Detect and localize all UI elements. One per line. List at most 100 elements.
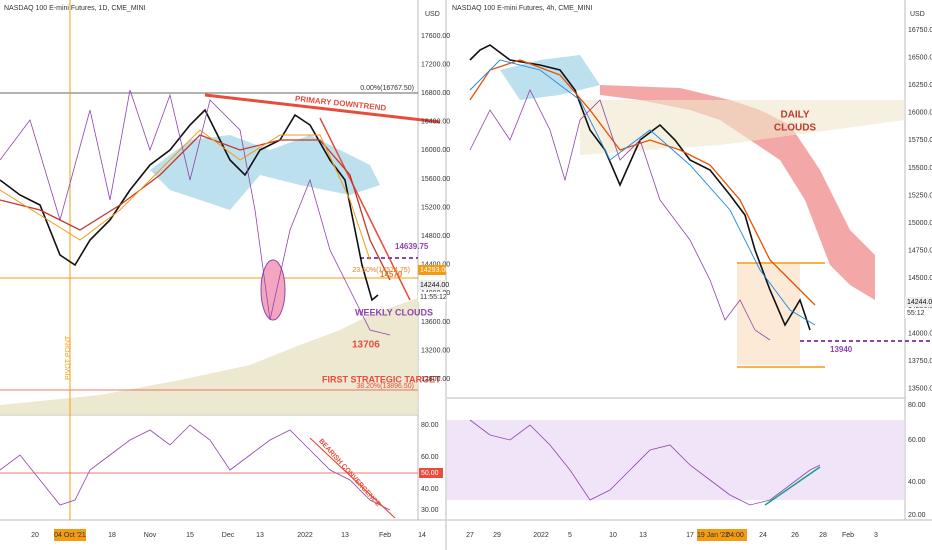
time-axis-label: 13 <box>639 532 647 539</box>
price-tag <box>418 265 446 275</box>
chart-title: NASDAQ 100 E-mini Futures, 1D, CME_MINI <box>4 5 146 12</box>
annotation: 13706 <box>352 340 380 351</box>
price-tag <box>905 297 932 307</box>
price-axis-label: 14000.00 <box>908 330 932 337</box>
currency: USD <box>910 11 925 18</box>
moving-average <box>469 59 816 326</box>
rsi-tag <box>419 468 443 478</box>
moving-average <box>469 59 816 306</box>
time-axis-label: Feb <box>379 532 391 539</box>
price-tag-label: 14293.00 <box>420 267 449 274</box>
price-tag <box>418 280 446 290</box>
price-axis-label: 15250.00 <box>908 192 932 199</box>
price-tag-label: 14244.00 <box>420 282 449 289</box>
rsi-axis-label: 60.00 <box>421 454 439 461</box>
price-tag <box>418 292 446 302</box>
time-axis-label: 2022 <box>297 532 313 539</box>
time-axis-label: 20 <box>31 532 39 539</box>
rsi-line <box>0 424 391 511</box>
price-tag <box>905 308 932 318</box>
price-line <box>0 108 379 302</box>
time-axis-label: Nov <box>144 532 157 539</box>
time-axis-label: 04 Oct '21 <box>54 532 86 539</box>
time-axis-label: 29 <box>493 532 501 539</box>
price-axis-label: 16500.00 <box>908 54 932 61</box>
time-axis-label: 27 <box>466 532 474 539</box>
price-axis-label: 12800.00 <box>421 376 450 383</box>
highlight-ellipse <box>260 259 286 321</box>
time-axis-label: 2022 <box>533 532 549 539</box>
chart-title: NASDAQ 100 E-mini Futures, 4h, CME_MINI <box>452 5 592 12</box>
ichimoku-cloud <box>150 135 380 210</box>
price-axis-label: 16000.00 <box>908 110 932 117</box>
time-axis-label: 26 <box>791 532 799 539</box>
lagging-span <box>0 89 391 336</box>
annotation: 13940 <box>830 345 853 354</box>
price-tag-label: 14244.00 <box>907 299 932 306</box>
rsi-line <box>469 419 821 506</box>
price-tag-label: 11:55:12 <box>420 294 447 301</box>
price-axis-label: 13500.00 <box>908 386 932 393</box>
annotation: CLOUDS <box>774 123 817 134</box>
currency: USD <box>425 11 440 18</box>
rsi-axis-label: 80.00 <box>908 402 926 409</box>
rsi-axis-label: 80.00 <box>421 422 439 429</box>
price-axis-label: 16750.00 <box>908 27 932 34</box>
rsi-band <box>447 420 905 500</box>
time-axis-label: 04:00 <box>726 532 744 539</box>
trend-arrow <box>764 466 821 506</box>
time-tag <box>54 529 86 541</box>
price-axis-label: 16400.00 <box>421 119 450 126</box>
price-axis-label: 17600.00 <box>421 33 450 40</box>
price-axis-label: 15750.00 <box>908 137 932 144</box>
time-axis-label: 5 <box>568 532 572 539</box>
annotation: DAILY <box>780 110 809 121</box>
time-axis-label: 14 <box>418 532 426 539</box>
rsi-axis-label: 60.00 <box>908 437 926 444</box>
time-axis-label: 17 <box>686 532 694 539</box>
price-axis-label: 15500.00 <box>908 165 932 172</box>
annotation: FIRST STRATEGIC TARGET <box>322 374 441 384</box>
price-axis-label: 15600.00 <box>421 176 450 183</box>
time-axis-label: 18 <box>108 532 116 539</box>
daily-cloud-band <box>580 100 905 155</box>
time-axis-label: 15 <box>186 532 194 539</box>
time-axis-label: Feb <box>842 532 854 539</box>
price-axis-label: 15000.00 <box>908 220 932 227</box>
price-tag-label: 55:12 <box>907 310 925 317</box>
annotation: 14570 <box>380 270 403 279</box>
range-box <box>737 263 800 365</box>
time-axis-label: 24 <box>759 532 767 539</box>
weekly-cloud <box>0 298 418 415</box>
time-axis-label: 19 Jan '22 <box>697 532 729 539</box>
lagging-span <box>469 89 771 341</box>
rsi-axis-label: 40.00 <box>421 486 439 493</box>
annotation: 0.00%(16767.50) <box>360 85 414 92</box>
price-axis-label: 13200.00 <box>421 347 450 354</box>
price-axis-label: 13750.00 <box>908 358 932 365</box>
annotation: 38.20%(13896.50) <box>356 383 414 390</box>
time-axis-label: 13 <box>341 532 349 539</box>
time-axis-label: 3 <box>874 532 878 539</box>
divergence-arrow <box>309 437 396 519</box>
time-axis-label: Dec <box>222 532 235 539</box>
rsi-axis-label: 40.00 <box>908 479 926 486</box>
annotation: PIVOT POINT <box>65 335 72 380</box>
rsi-axis-label: 50.00 <box>421 470 439 477</box>
moving-average <box>0 129 371 261</box>
price-axis-label: 16000.00 <box>421 147 450 154</box>
annotation: 14639.75 <box>395 242 429 251</box>
time-tag <box>697 529 747 541</box>
price-axis-label: 14500.00 <box>908 275 932 282</box>
annotation: WEEKLY CLOUDS <box>355 307 433 317</box>
downtrend-line <box>204 93 441 124</box>
time-axis-label: 10 <box>609 532 617 539</box>
moving-average <box>0 134 391 281</box>
price-axis-label: 15200.00 <box>421 204 450 211</box>
price-axis-label: 13600.00 <box>421 319 450 326</box>
rsi-axis-label: 30.00 <box>421 507 439 514</box>
time-axis-label: 28 <box>819 532 827 539</box>
annotation: 23.60%(14574.75) <box>352 267 410 274</box>
rsi-axis-label: 20.00 <box>908 512 926 519</box>
